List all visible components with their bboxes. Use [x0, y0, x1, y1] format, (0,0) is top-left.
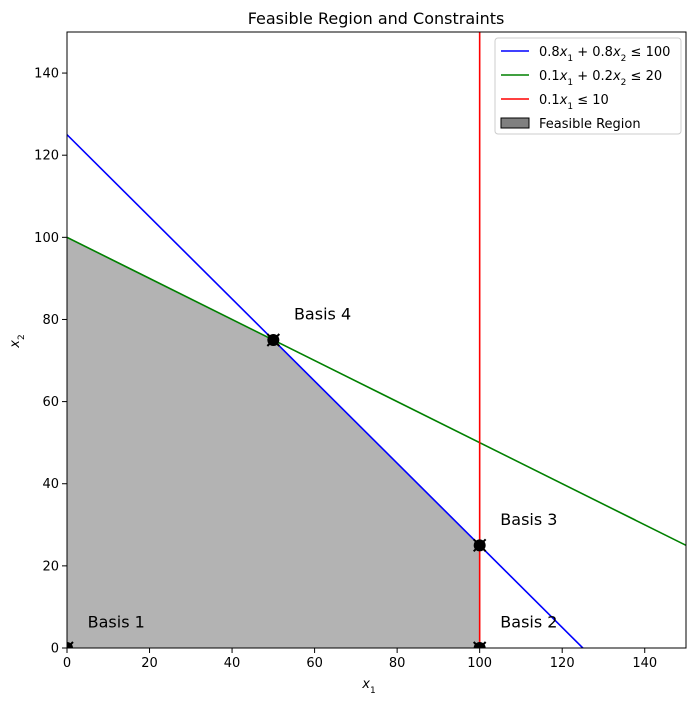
basis-point-2 [473, 642, 486, 648]
legend-label-3: 0.1x1 ≤ 10 [539, 93, 609, 112]
basis-marker-3 [472, 538, 487, 553]
basis-label-2: Basis 2 [500, 612, 557, 631]
y-tick-label: 60 [42, 395, 59, 410]
legend-label-feasible: Feasible Region [539, 117, 641, 132]
y-tick-label: 20 [42, 559, 59, 574]
chart-title: Feasible Region and Constraints [248, 9, 505, 28]
basis-label-1: Basis 1 [88, 612, 145, 631]
y-tick-label: 100 [34, 231, 59, 246]
x-tick-label: 40 [224, 656, 241, 671]
feasible-region [67, 237, 480, 648]
basis-label-4: Basis 4 [294, 304, 351, 323]
legend-box [494, 37, 682, 135]
constraint-line-1 [67, 134, 584, 648]
x-tick-label: 60 [306, 656, 323, 671]
plot-area: Basis 1 Basis 2 Basis 3 Basis 4 [67, 32, 686, 648]
x-tick-label: 80 [389, 656, 406, 671]
x-tick-label: 0 [63, 656, 71, 671]
basis-marker-4 [266, 333, 281, 347]
x-axis-title: x1 [361, 677, 375, 696]
y-tick-label: 120 [34, 149, 59, 164]
basis-label-3: Basis 3 [500, 510, 557, 529]
y-tick-label: 40 [42, 477, 59, 492]
x-tick-label: 20 [141, 656, 158, 671]
y-tick-label: 0 [51, 642, 59, 657]
legend-patch-feasible [500, 117, 530, 129]
axes: 0 20 40 60 80 100 120 140 0 20 40 60 80 100 120 140 x1 x2 [8, 31, 687, 696]
x-tick-label: 120 [550, 656, 575, 671]
constraint-line-2 [67, 236, 686, 547]
x-tick-label: 100 [467, 656, 492, 671]
legend-label-2: 0.1x1 + 0.2x2 ≤ 20 [539, 69, 662, 88]
legend: 0.8x1 + 0.8x2 ≤ 100 0.1x1 + 0.2x2 ≤ 20 0.1… [494, 37, 682, 135]
basis-marker-1 [67, 641, 74, 648]
y-axis-title: x2 [8, 334, 27, 348]
legend-label-1: 0.8x1 + 0.8x2 ≤ 100 [539, 45, 670, 64]
x-tick-label: 140 [632, 656, 657, 671]
y-tick-label: 80 [42, 313, 59, 328]
plot-frame [66, 31, 687, 649]
basis-marker-2 [472, 641, 487, 648]
y-tick-label: 140 [34, 67, 59, 82]
